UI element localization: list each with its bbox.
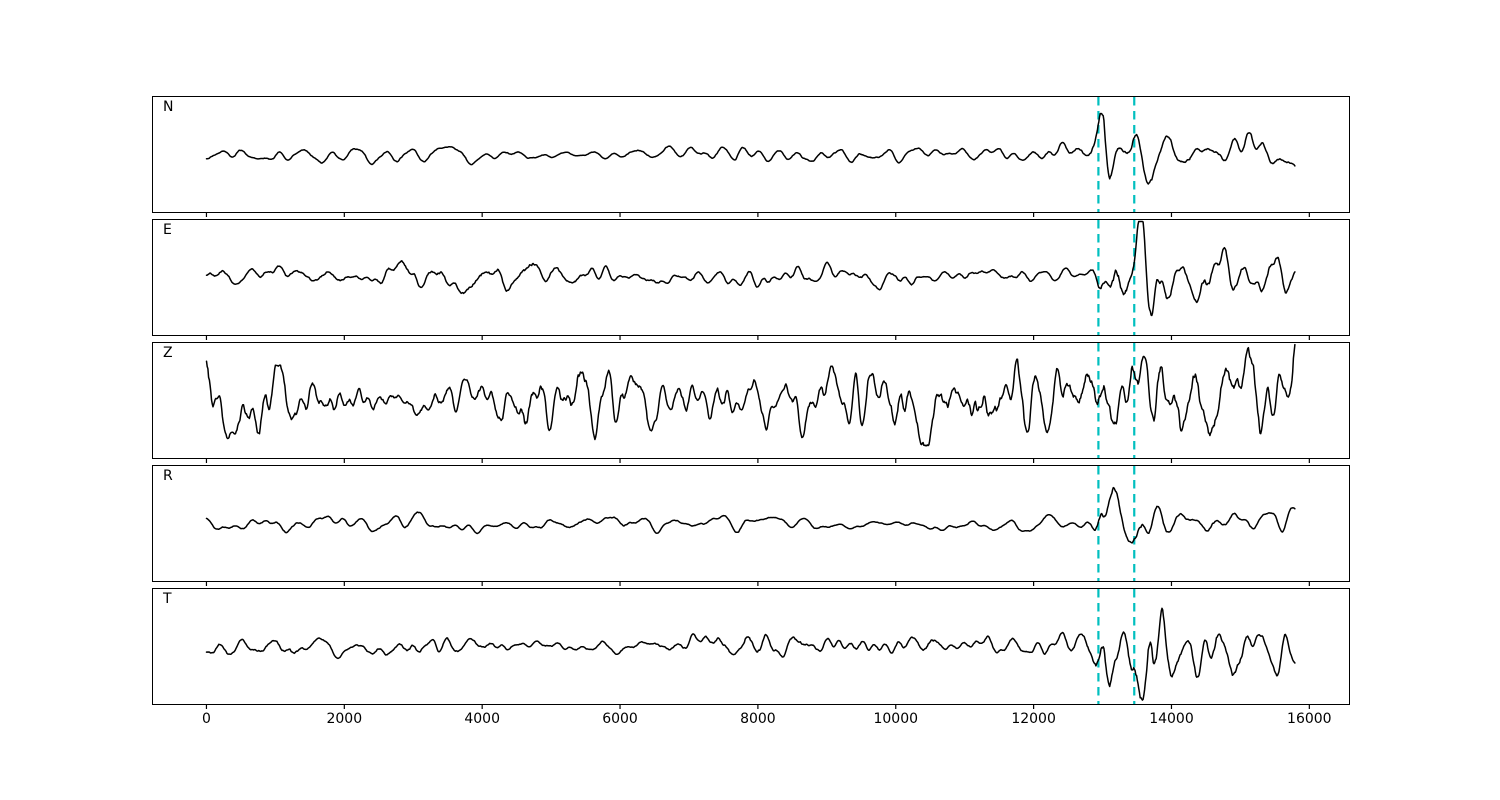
- panel-e: E: [152, 219, 1350, 340]
- panel-plot-n: [152, 96, 1350, 217]
- panel-z: Z: [152, 342, 1350, 463]
- panel-border: [152, 219, 1350, 336]
- panel-n: N: [152, 96, 1350, 217]
- x-tick-label: 4000: [464, 711, 500, 727]
- panel-t: T: [152, 588, 1350, 709]
- panel-r: R: [152, 465, 1350, 586]
- panel-label-z: Z: [163, 345, 173, 361]
- panel-plot-r: [152, 465, 1350, 586]
- x-tick-label: 16000: [1287, 711, 1332, 727]
- panel-border: [152, 588, 1350, 705]
- panel-border: [152, 96, 1350, 213]
- x-tick-label: 12000: [1011, 711, 1056, 727]
- x-tick-label: 14000: [1149, 711, 1194, 727]
- panel-label-r: R: [163, 468, 173, 484]
- panel-border: [152, 342, 1350, 459]
- panel-label-e: E: [163, 222, 172, 238]
- panel-label-n: N: [163, 99, 174, 115]
- panel-plot-e: [152, 219, 1350, 340]
- x-tick-label: 0: [201, 711, 211, 727]
- x-tick-label: 8000: [740, 711, 776, 727]
- panel-plot-z: [152, 342, 1350, 463]
- waveform-trace-z: [205, 343, 1296, 447]
- x-tick-label: 6000: [602, 711, 638, 727]
- waveform-trace-t: [205, 607, 1296, 701]
- panel-label-t: T: [163, 591, 172, 607]
- panel-border: [152, 465, 1350, 582]
- waveform-trace-n: [205, 112, 1296, 185]
- x-tick-label: 10000: [873, 711, 919, 727]
- x-tick-label: 2000: [326, 711, 363, 727]
- waveform-trace-r: [205, 486, 1296, 544]
- waveform-trace-e: [205, 220, 1296, 317]
- panel-plot-t: [152, 588, 1350, 709]
